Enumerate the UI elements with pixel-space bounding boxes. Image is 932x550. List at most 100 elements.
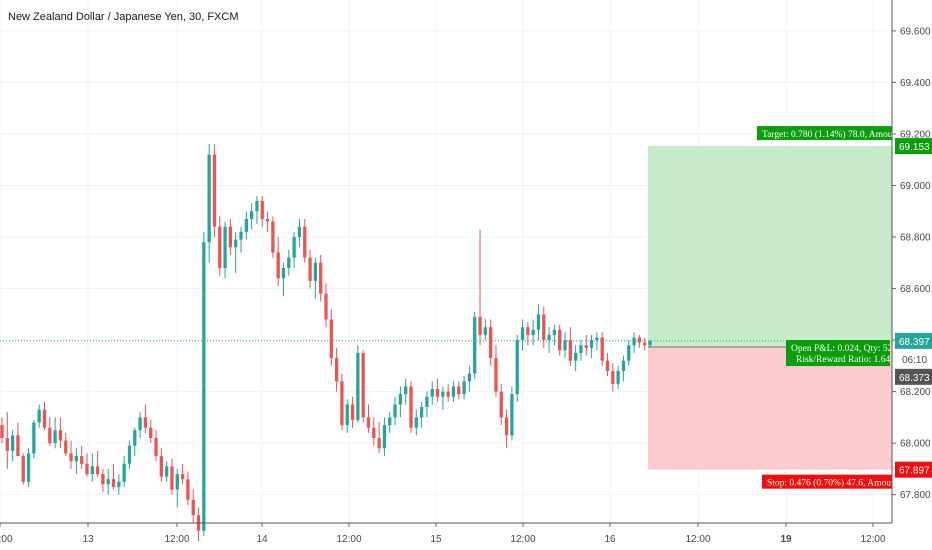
candle <box>276 237 280 286</box>
last-price-bg <box>895 332 932 349</box>
candle <box>414 409 418 436</box>
stop-label-group[interactable]: Stop: 0.476 (0.70%) 47.6, Amount: 7 <box>762 474 908 489</box>
candle <box>85 453 89 477</box>
candle <box>281 262 286 297</box>
candle <box>244 211 248 240</box>
candle <box>16 422 20 457</box>
candle <box>159 448 163 482</box>
candle <box>117 474 121 495</box>
candle <box>621 355 626 382</box>
time-tick-label: 19 <box>780 534 792 545</box>
candle <box>154 430 158 462</box>
candle <box>334 347 339 392</box>
time-axis[interactable]: 12:00 13 12:00 14 12:00 15 12:00 16 12:00 19 12:00 <box>0 522 892 545</box>
candle <box>451 381 456 402</box>
candle <box>69 440 73 469</box>
last-price: 68.397 <box>899 337 930 348</box>
candle <box>526 322 530 346</box>
candle <box>90 453 94 482</box>
candle <box>563 332 567 359</box>
candle <box>573 345 578 371</box>
candle <box>457 381 461 400</box>
candle <box>64 432 68 457</box>
candle <box>600 332 604 366</box>
candle <box>138 412 142 438</box>
price-tick-label: 69.200 <box>900 129 931 140</box>
candle <box>510 386 514 441</box>
candle <box>393 396 397 426</box>
candle <box>605 352 610 377</box>
candle <box>239 226 243 253</box>
candle <box>228 218 233 256</box>
candle <box>58 417 63 449</box>
time-tick-label: 12:00 <box>510 534 535 545</box>
candle <box>616 365 620 390</box>
candle <box>196 507 201 542</box>
price-tick-label: 69.000 <box>900 181 931 192</box>
candle <box>313 257 318 299</box>
candle <box>542 306 546 348</box>
time-tick-label: 12:00 <box>336 534 361 545</box>
candle <box>308 249 312 289</box>
price-axis[interactable]: 69.60069.40069.20069.00068.80068.60068.4… <box>891 0 932 550</box>
pnl-label-bg <box>786 340 890 367</box>
entry-price-tag: 68.373 <box>895 368 932 385</box>
candle <box>74 448 79 475</box>
candle <box>648 340 652 348</box>
candle <box>361 350 365 423</box>
candle <box>589 334 594 359</box>
candle <box>409 381 413 433</box>
candle <box>520 319 525 351</box>
candle <box>260 195 264 227</box>
candle <box>186 471 190 505</box>
stop-price-tag: 67.897 <box>895 461 932 478</box>
candle <box>643 337 647 351</box>
target-zone[interactable] <box>648 146 892 348</box>
candle <box>0 417 4 444</box>
candle <box>584 334 588 356</box>
time-tick-label: 12:00 <box>685 534 710 545</box>
target-price-bg <box>895 138 932 155</box>
candle <box>473 311 477 379</box>
candle <box>202 231 206 536</box>
target-label-bg <box>757 126 892 141</box>
last-price-tag: 68.397 06:10 <box>895 332 932 366</box>
candle <box>494 345 498 397</box>
target-price-tag: 69.153 <box>895 138 932 155</box>
candle <box>5 412 9 469</box>
pnl-label-group[interactable]: Open P&L: 0.024, Qty: 525 Risk/Reward Ra… <box>786 340 897 367</box>
time-tick-label: 14 <box>256 534 268 545</box>
candle <box>419 401 424 428</box>
stop-zone[interactable] <box>648 347 892 470</box>
risk-reward-label: Risk/Reward Ratio: 1.64 <box>796 355 890 365</box>
price-axis-bg <box>892 0 932 550</box>
candle <box>149 419 153 444</box>
candle <box>191 489 195 523</box>
candle <box>366 404 371 433</box>
candle <box>345 399 349 433</box>
candle <box>95 450 100 477</box>
candle <box>558 324 562 356</box>
candle <box>255 195 259 225</box>
candle <box>48 417 52 446</box>
candle <box>111 463 116 490</box>
candle <box>218 216 222 276</box>
candle <box>37 404 41 428</box>
candle <box>26 448 31 487</box>
price-tick-label: 69.600 <box>900 26 931 37</box>
candle <box>143 404 148 433</box>
price-tick-label: 68.000 <box>900 439 931 450</box>
target-label-group[interactable]: Target: 0.780 (1.14%) 78.0, Amount: 1 <box>757 126 910 141</box>
candle <box>611 363 615 392</box>
candle <box>435 378 440 402</box>
candle <box>515 334 519 402</box>
price-tick-label: 69.400 <box>900 78 931 89</box>
candle <box>340 373 344 431</box>
target-price: 69.153 <box>899 142 930 153</box>
candle <box>10 430 15 462</box>
price-tick-label: 68.200 <box>900 387 931 398</box>
entry-price: 68.373 <box>899 373 930 384</box>
candle <box>499 383 503 426</box>
candle <box>101 468 105 493</box>
